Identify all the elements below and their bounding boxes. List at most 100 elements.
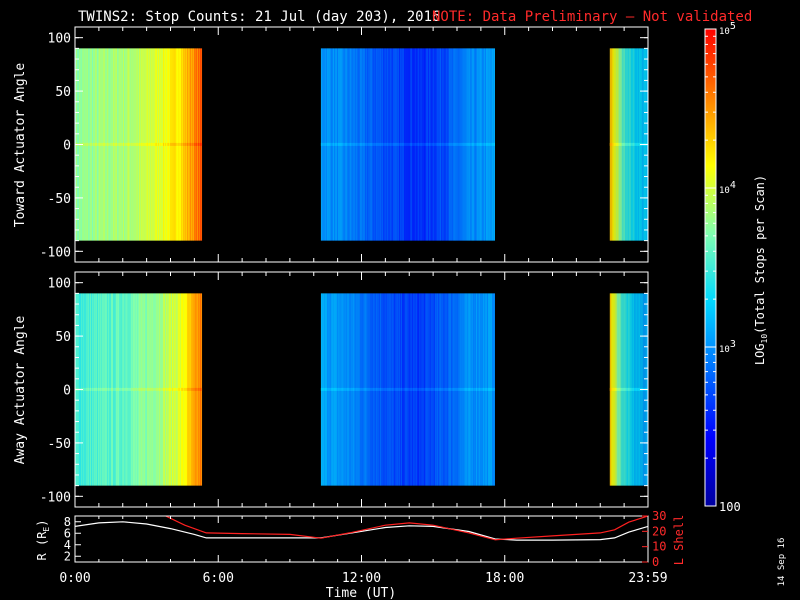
heatmap-ridge bbox=[387, 387, 389, 391]
heatmap-ridge bbox=[123, 142, 125, 146]
heatmap-ridge bbox=[437, 142, 439, 146]
heatmap-ridge bbox=[638, 387, 640, 391]
colorbar-tick-mantissa: 10 bbox=[719, 186, 730, 196]
heatmap-ridge bbox=[193, 142, 195, 146]
heatmap-ridge bbox=[479, 387, 481, 391]
heatmap-ridge bbox=[632, 387, 634, 391]
heatmap-ridge bbox=[426, 387, 428, 391]
heatmap-ridge bbox=[329, 142, 331, 146]
orbit-ylabel-left-sub: E bbox=[42, 527, 51, 532]
heatmap-ridge bbox=[449, 142, 451, 146]
heatmap-ridge bbox=[633, 142, 635, 146]
heatmap-ridge bbox=[140, 387, 142, 391]
heatmap-ridge bbox=[152, 142, 154, 146]
heatmap-ridge bbox=[390, 142, 392, 146]
heatmap-ridge bbox=[456, 142, 458, 146]
heatmap-ridge bbox=[122, 387, 124, 391]
heatmap-ridge bbox=[459, 387, 461, 391]
heatmap-ridge bbox=[621, 387, 623, 391]
heatmap-ridge bbox=[380, 142, 382, 146]
heatmap-ridge bbox=[129, 387, 131, 391]
heatmap-ridge bbox=[341, 142, 343, 146]
heatmap-ridge bbox=[350, 142, 352, 146]
heatmap-ridge bbox=[165, 142, 167, 146]
heatmap-ridge bbox=[155, 142, 157, 146]
heatmap-ridge bbox=[439, 387, 441, 391]
heatmap-ridge bbox=[161, 387, 163, 391]
heatmap-ridge bbox=[362, 142, 364, 146]
heatmap-ridge bbox=[88, 142, 90, 146]
orbit-right-tick-label: 30 bbox=[652, 509, 666, 523]
heatmap-ridge bbox=[422, 142, 424, 146]
heatmap-ridge bbox=[149, 142, 151, 146]
heatmap-ridge bbox=[85, 387, 87, 391]
heatmap-ridge bbox=[637, 387, 639, 391]
heatmap-ridge bbox=[488, 387, 490, 391]
heatmap-ridge bbox=[451, 387, 453, 391]
heatmap-ridge bbox=[121, 387, 123, 391]
heatmap-ridge bbox=[616, 142, 618, 146]
heatmap-ridge bbox=[393, 387, 395, 391]
heatmap-ridge bbox=[373, 387, 375, 391]
colorbar-tick-exp: 5 bbox=[730, 21, 736, 32]
heatmap-ridge bbox=[111, 387, 113, 391]
heatmap-ridge bbox=[108, 387, 110, 391]
heatmap-ridge bbox=[345, 142, 347, 146]
heatmap-ridge bbox=[482, 142, 484, 146]
heatmap-ridge bbox=[444, 142, 446, 146]
heatmap-ridge bbox=[100, 142, 102, 146]
heatmap-ridge bbox=[431, 387, 433, 391]
heatmap-ridge bbox=[113, 387, 115, 391]
heatmap-ridge bbox=[343, 142, 345, 146]
heatmap-ridge bbox=[445, 387, 447, 391]
heatmap-ridge bbox=[322, 387, 324, 391]
heatmap-ridge bbox=[406, 142, 408, 146]
heatmap-ridge bbox=[366, 142, 368, 146]
y-tick-label: 100 bbox=[48, 32, 71, 47]
heatmap-ridge bbox=[364, 142, 366, 146]
heatmap-ridge bbox=[427, 142, 429, 146]
heatmap-ridge bbox=[430, 142, 432, 146]
heatmap-ridge bbox=[436, 142, 438, 146]
heatmap-ridge bbox=[470, 387, 472, 391]
heatmap-ridge bbox=[615, 142, 617, 146]
heatmap-ridge bbox=[89, 387, 91, 391]
heatmap-ridge bbox=[636, 387, 638, 391]
heatmap-ridge bbox=[176, 387, 178, 391]
heatmap-ridge bbox=[435, 142, 437, 146]
y-tick-label: 50 bbox=[55, 85, 71, 100]
heatmap-ridge bbox=[380, 387, 382, 391]
heatmap-ridge bbox=[370, 387, 372, 391]
heatmap-ridge bbox=[163, 142, 165, 146]
heatmap-ridge bbox=[623, 142, 625, 146]
heatmap-ridge bbox=[381, 142, 383, 146]
heatmap-ridge bbox=[635, 387, 637, 391]
heatmap-ridge bbox=[474, 387, 476, 391]
heatmap-ridge bbox=[463, 142, 465, 146]
heatmap-ridge bbox=[136, 142, 138, 146]
heatmap-ridge bbox=[383, 387, 385, 391]
heatmap-ridge bbox=[86, 387, 88, 391]
heatmap-ridge bbox=[457, 387, 459, 391]
heatmap-ridge bbox=[88, 387, 90, 391]
heatmap-ridge bbox=[622, 387, 624, 391]
heatmap-ridge bbox=[351, 142, 353, 146]
heatmap-ridge bbox=[368, 142, 370, 146]
heatmap-ridge bbox=[133, 387, 135, 391]
heatmap-ridge bbox=[387, 142, 389, 146]
heatmap-ridge bbox=[158, 142, 160, 146]
heatmap-ridge bbox=[371, 387, 373, 391]
heatmap-ridge bbox=[322, 142, 324, 146]
heatmap-ridge bbox=[485, 387, 487, 391]
heatmap-ridge bbox=[628, 387, 630, 391]
heatmap-ridge bbox=[172, 142, 174, 146]
heatmap-ridge bbox=[394, 142, 396, 146]
heatmap-ridge bbox=[618, 142, 620, 146]
heatmap-ridge bbox=[86, 142, 88, 146]
heatmap-ridge bbox=[470, 142, 472, 146]
heatmap-ridge bbox=[188, 142, 190, 146]
heatmap-ridge bbox=[453, 387, 455, 391]
heatmap-ridge bbox=[419, 142, 421, 146]
heatmap-ridge bbox=[332, 387, 334, 391]
heatmap-ridge bbox=[409, 387, 411, 391]
